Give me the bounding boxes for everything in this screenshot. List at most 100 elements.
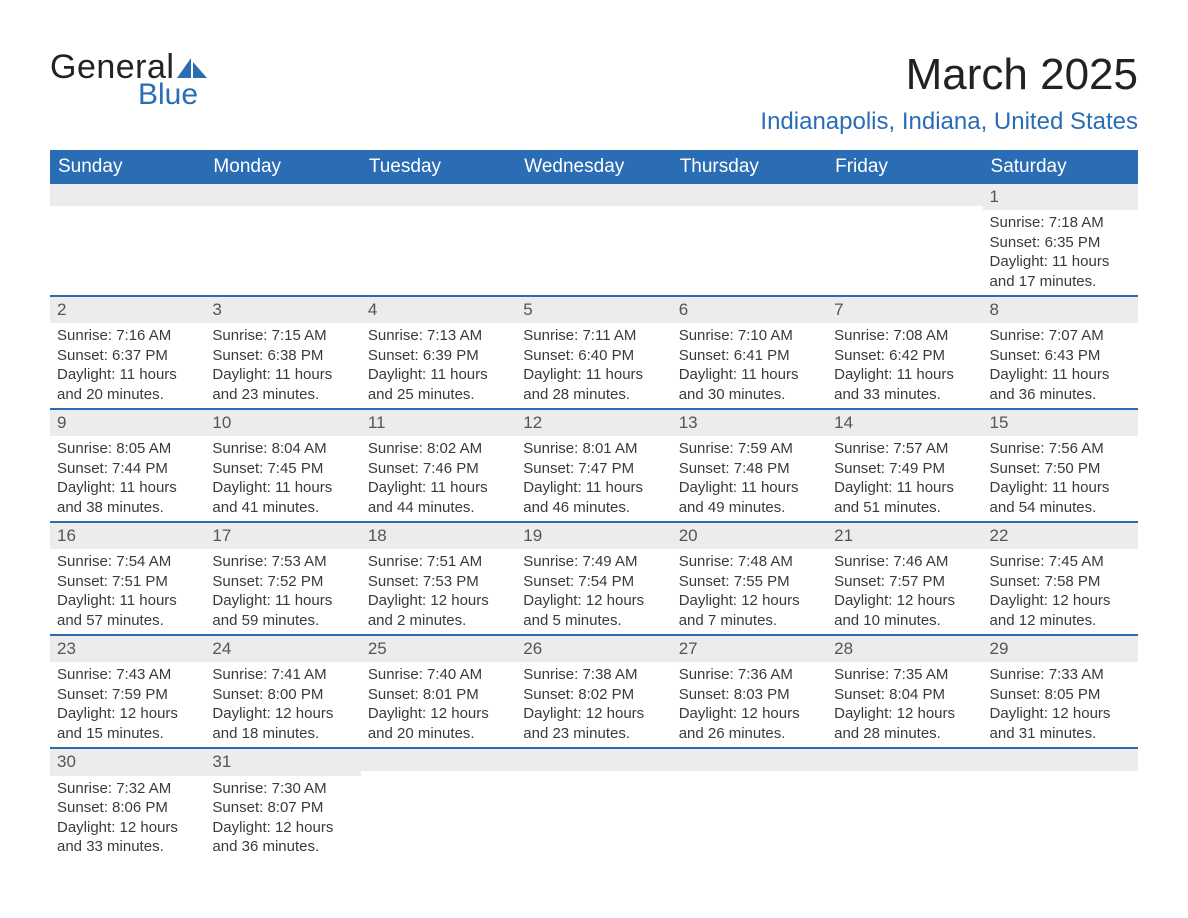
day-body: Sunrise: 7:51 AMSunset: 7:53 PMDaylight:…: [361, 549, 516, 634]
day-cell: 3Sunrise: 7:15 AMSunset: 6:38 PMDaylight…: [205, 297, 360, 408]
sunrise-text: Sunrise: 8:05 AM: [57, 439, 198, 459]
sunrise-text: Sunrise: 8:02 AM: [368, 439, 509, 459]
day-number: [205, 184, 360, 206]
sunrise-text: Sunrise: 7:43 AM: [57, 665, 198, 685]
day-body: Sunrise: 7:53 AMSunset: 7:52 PMDaylight:…: [205, 549, 360, 634]
day-body: [827, 771, 982, 778]
day-body: Sunrise: 7:10 AMSunset: 6:41 PMDaylight:…: [672, 323, 827, 408]
day-number: 10: [205, 410, 360, 436]
sunrise-text: Sunrise: 7:13 AM: [368, 326, 509, 346]
day-cell: [827, 184, 982, 295]
daylight-text: Daylight: 11 hours and 51 minutes.: [834, 478, 975, 517]
daylight-text: Daylight: 11 hours and 38 minutes.: [57, 478, 198, 517]
sunset-text: Sunset: 8:02 PM: [523, 685, 664, 705]
day-body: [361, 206, 516, 213]
sunset-text: Sunset: 7:49 PM: [834, 459, 975, 479]
daylight-text: Daylight: 11 hours and 54 minutes.: [990, 478, 1131, 517]
weekday-header: Thursday: [672, 150, 827, 184]
day-cell: 20Sunrise: 7:48 AMSunset: 7:55 PMDayligh…: [672, 523, 827, 634]
day-number: 19: [516, 523, 671, 549]
day-cell: 12Sunrise: 8:01 AMSunset: 7:47 PMDayligh…: [516, 410, 671, 521]
day-cell: 1Sunrise: 7:18 AMSunset: 6:35 PMDaylight…: [983, 184, 1138, 295]
sunset-text: Sunset: 7:46 PM: [368, 459, 509, 479]
daylight-text: Daylight: 11 hours and 49 minutes.: [679, 478, 820, 517]
sunrise-text: Sunrise: 7:41 AM: [212, 665, 353, 685]
sunset-text: Sunset: 7:50 PM: [990, 459, 1131, 479]
daylight-text: Daylight: 11 hours and 36 minutes.: [990, 365, 1131, 404]
sunset-text: Sunset: 7:55 PM: [679, 572, 820, 592]
daylight-text: Daylight: 12 hours and 12 minutes.: [990, 591, 1131, 630]
day-body: [205, 206, 360, 213]
day-number: [827, 184, 982, 206]
day-cell: 25Sunrise: 7:40 AMSunset: 8:01 PMDayligh…: [361, 636, 516, 747]
day-cell: 17Sunrise: 7:53 AMSunset: 7:52 PMDayligh…: [205, 523, 360, 634]
day-cell: 9Sunrise: 8:05 AMSunset: 7:44 PMDaylight…: [50, 410, 205, 521]
daylight-text: Daylight: 12 hours and 31 minutes.: [990, 704, 1131, 743]
day-number: 17: [205, 523, 360, 549]
day-body: Sunrise: 7:48 AMSunset: 7:55 PMDaylight:…: [672, 549, 827, 634]
sunset-text: Sunset: 8:00 PM: [212, 685, 353, 705]
day-number: 22: [983, 523, 1138, 549]
daylight-text: Daylight: 11 hours and 46 minutes.: [523, 478, 664, 517]
sunrise-text: Sunrise: 7:38 AM: [523, 665, 664, 685]
sunrise-text: Sunrise: 7:35 AM: [834, 665, 975, 685]
day-body: Sunrise: 7:59 AMSunset: 7:48 PMDaylight:…: [672, 436, 827, 521]
day-body: Sunrise: 7:40 AMSunset: 8:01 PMDaylight:…: [361, 662, 516, 747]
daylight-text: Daylight: 11 hours and 44 minutes.: [368, 478, 509, 517]
day-body: Sunrise: 7:41 AMSunset: 8:00 PMDaylight:…: [205, 662, 360, 747]
day-cell: 29Sunrise: 7:33 AMSunset: 8:05 PMDayligh…: [983, 636, 1138, 747]
day-cell: 4Sunrise: 7:13 AMSunset: 6:39 PMDaylight…: [361, 297, 516, 408]
sunset-text: Sunset: 8:07 PM: [212, 798, 353, 818]
day-body: Sunrise: 8:05 AMSunset: 7:44 PMDaylight:…: [50, 436, 205, 521]
day-cell: 8Sunrise: 7:07 AMSunset: 6:43 PMDaylight…: [983, 297, 1138, 408]
sunrise-text: Sunrise: 7:33 AM: [990, 665, 1131, 685]
sunrise-text: Sunrise: 7:45 AM: [990, 552, 1131, 572]
sunrise-text: Sunrise: 7:54 AM: [57, 552, 198, 572]
day-cell: 22 Sunrise: 7:45 AMSunset: 7:58 PMDayligh…: [983, 523, 1138, 634]
day-body: Sunrise: 7:54 AMSunset: 7:51 PMDaylight:…: [50, 549, 205, 634]
week-row: 23Sunrise: 7:43 AMSunset: 7:59 PMDayligh…: [50, 636, 1138, 749]
week-row: 30Sunrise: 7:32 AMSunset: 8:06 PMDayligh…: [50, 749, 1138, 860]
day-cell: 27Sunrise: 7:36 AMSunset: 8:03 PMDayligh…: [672, 636, 827, 747]
day-number: 2: [50, 297, 205, 323]
day-number: 27: [672, 636, 827, 662]
day-cell: 10Sunrise: 8:04 AMSunset: 7:45 PMDayligh…: [205, 410, 360, 521]
day-cell: [50, 184, 205, 295]
day-cell: [672, 749, 827, 860]
sunrise-text: Sunrise: 8:01 AM: [523, 439, 664, 459]
daylight-text: Daylight: 12 hours and 10 minutes.: [834, 591, 975, 630]
day-cell: [516, 749, 671, 860]
day-cell: 7Sunrise: 7:08 AMSunset: 6:42 PMDaylight…: [827, 297, 982, 408]
day-cell: 31Sunrise: 7:30 AMSunset: 8:07 PMDayligh…: [205, 749, 360, 860]
sunset-text: Sunset: 6:41 PM: [679, 346, 820, 366]
day-body: Sunrise: 7:33 AMSunset: 8:05 PMDaylight:…: [983, 662, 1138, 747]
daylight-text: Daylight: 12 hours and 20 minutes.: [368, 704, 509, 743]
day-body: [672, 771, 827, 778]
day-number: 30: [50, 749, 205, 775]
weekday-header: Tuesday: [361, 150, 516, 184]
daylight-text: Daylight: 11 hours and 41 minutes.: [212, 478, 353, 517]
sunrise-text: Sunrise: 7:10 AM: [679, 326, 820, 346]
weekday-header: Friday: [827, 150, 982, 184]
day-cell: 5Sunrise: 7:11 AMSunset: 6:40 PMDaylight…: [516, 297, 671, 408]
day-cell: 28Sunrise: 7:35 AMSunset: 8:04 PMDayligh…: [827, 636, 982, 747]
day-cell: [516, 184, 671, 295]
day-body: Sunrise: 7:07 AMSunset: 6:43 PMDaylight:…: [983, 323, 1138, 408]
day-body: Sunrise: 7:57 AMSunset: 7:49 PMDaylight:…: [827, 436, 982, 521]
daylight-text: Daylight: 12 hours and 26 minutes.: [679, 704, 820, 743]
day-body: Sunrise: 7:08 AMSunset: 6:42 PMDaylight:…: [827, 323, 982, 408]
day-number: 25: [361, 636, 516, 662]
sunrise-text: Sunrise: 7:11 AM: [523, 326, 664, 346]
daylight-text: Daylight: 11 hours and 20 minutes.: [57, 365, 198, 404]
day-number: 6: [672, 297, 827, 323]
day-number: [361, 184, 516, 206]
day-number: 11: [361, 410, 516, 436]
day-number: [983, 749, 1138, 771]
sunset-text: Sunset: 7:58 PM: [990, 572, 1131, 592]
day-number: 1: [983, 184, 1138, 210]
weekday-header: Monday: [205, 150, 360, 184]
day-number: [672, 749, 827, 771]
daylight-text: Daylight: 12 hours and 28 minutes.: [834, 704, 975, 743]
sunset-text: Sunset: 6:43 PM: [990, 346, 1131, 366]
sunrise-text: Sunrise: 7:08 AM: [834, 326, 975, 346]
